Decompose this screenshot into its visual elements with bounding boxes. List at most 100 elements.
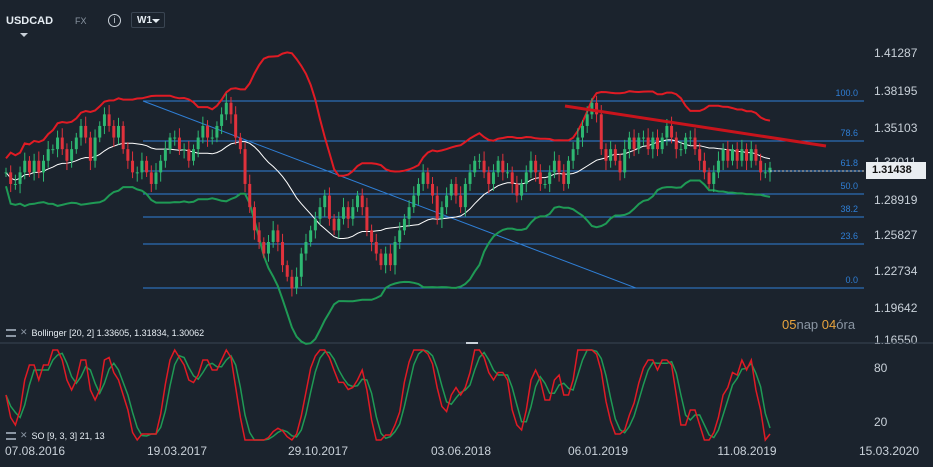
candle-body <box>412 195 416 208</box>
stochastic-label: SO [9, 3, 3] 21, 13 <box>31 430 105 441</box>
time-axis-label: 19.03.2017 <box>147 444 207 458</box>
close-icon[interactable]: ✕ <box>20 430 28 440</box>
candle-body <box>491 172 495 184</box>
candle-body <box>224 102 228 115</box>
candle-body <box>627 137 631 150</box>
countdown-hours: 04 <box>821 317 837 332</box>
candle-body <box>641 137 645 139</box>
timeframe-label: W1 <box>137 15 152 26</box>
candle-body <box>445 195 449 208</box>
bollinger-label: Bollinger [20, 2] 1.33605, 1.31834, 1.30… <box>31 327 205 338</box>
candle-body <box>46 149 50 161</box>
candle-body <box>243 149 247 184</box>
candle-body <box>360 195 364 208</box>
candle-body <box>660 137 664 150</box>
symbol-label[interactable]: USDCAD <box>6 15 54 27</box>
candle-body <box>473 160 477 173</box>
candle-body <box>459 195 463 208</box>
candle-body <box>651 137 655 150</box>
time-axis-label: 03.06.2018 <box>431 444 491 458</box>
candle-body <box>435 195 439 219</box>
countdown-days: 05 <box>782 317 797 332</box>
candle-body <box>299 253 303 277</box>
candle-body <box>341 207 345 219</box>
candle-body <box>463 183 467 208</box>
candle-body <box>726 149 730 161</box>
candle-body <box>468 172 472 184</box>
candle-body <box>698 149 702 161</box>
price-axis-label: 1.38195 <box>874 84 918 98</box>
candle-body <box>454 183 458 196</box>
fib-level-label: 50.0 <box>840 181 858 191</box>
candle-body <box>749 149 753 161</box>
candle-body <box>285 265 289 277</box>
indicator-menu-icon[interactable] <box>6 328 16 337</box>
candle-body <box>102 114 106 126</box>
candle-body <box>515 183 519 196</box>
symbol-chevron-down-icon[interactable] <box>20 33 28 37</box>
candle-body <box>323 195 327 208</box>
candle-body <box>70 149 74 161</box>
time-axis-label: 06.01.2019 <box>568 444 628 458</box>
candle-body <box>374 241 378 254</box>
candle-body <box>529 160 533 173</box>
candle-body <box>37 160 41 173</box>
candle-body <box>159 160 163 173</box>
candle-body <box>571 149 575 161</box>
candle-body <box>149 172 153 184</box>
countdown-hours-unit: óra <box>836 317 856 332</box>
candle-body <box>388 253 392 266</box>
indicator-menu-icon[interactable] <box>6 431 16 440</box>
close-icon[interactable]: ✕ <box>20 327 28 337</box>
candle-body <box>768 167 772 173</box>
candle-body <box>754 149 758 161</box>
candle-body <box>595 102 599 115</box>
candle-body <box>674 137 678 150</box>
current-price-tag: 1.31438 <box>866 162 926 179</box>
candle-body <box>116 125 120 138</box>
candle-body <box>206 125 210 138</box>
candle-body <box>23 160 27 173</box>
candle-body <box>562 172 566 184</box>
candle-body <box>740 149 744 161</box>
chart-header: USDCAD FX i W1 <box>0 0 933 40</box>
candle-body <box>356 195 360 208</box>
candle-body <box>201 125 205 138</box>
fib-level-label: 38.2 <box>840 204 858 214</box>
candle-body <box>351 207 355 219</box>
candle-countdown: 05nap 04óra <box>782 317 855 332</box>
candle-body <box>173 137 177 139</box>
candle-body <box>365 207 369 231</box>
candle-body <box>309 230 313 242</box>
candle-body <box>27 160 31 173</box>
info-icon[interactable]: i <box>108 14 121 27</box>
candle-body <box>632 137 636 150</box>
candle-body <box>262 241 266 254</box>
trendline <box>564 104 827 148</box>
candle-body <box>304 241 308 254</box>
candle-body <box>238 137 242 150</box>
candle-body <box>557 160 561 173</box>
stoch-axis-label: 20 <box>874 415 888 429</box>
candle-body <box>393 241 397 266</box>
candle-body <box>501 160 505 173</box>
candle-body <box>656 137 660 150</box>
candle-body <box>84 125 88 138</box>
candle-body <box>51 149 55 151</box>
chevron-down-icon <box>152 19 160 23</box>
bollinger-lower-band <box>5 179 771 345</box>
fib-level-label: 0.0 <box>845 275 858 285</box>
candle-body <box>346 207 350 219</box>
candle-body <box>604 149 608 161</box>
candle-body <box>276 230 280 242</box>
stochastic-legend: ✕ SO [9, 3, 3] 21, 13 <box>6 430 105 441</box>
candle-body <box>327 195 331 219</box>
stochastic-k-line <box>5 348 771 442</box>
timeframe-dropdown[interactable]: W1 <box>131 12 165 28</box>
candle-body <box>712 172 716 184</box>
candle-body <box>56 137 60 150</box>
candle-body <box>421 172 425 184</box>
candle-body <box>745 149 749 161</box>
candle-body <box>482 160 486 173</box>
